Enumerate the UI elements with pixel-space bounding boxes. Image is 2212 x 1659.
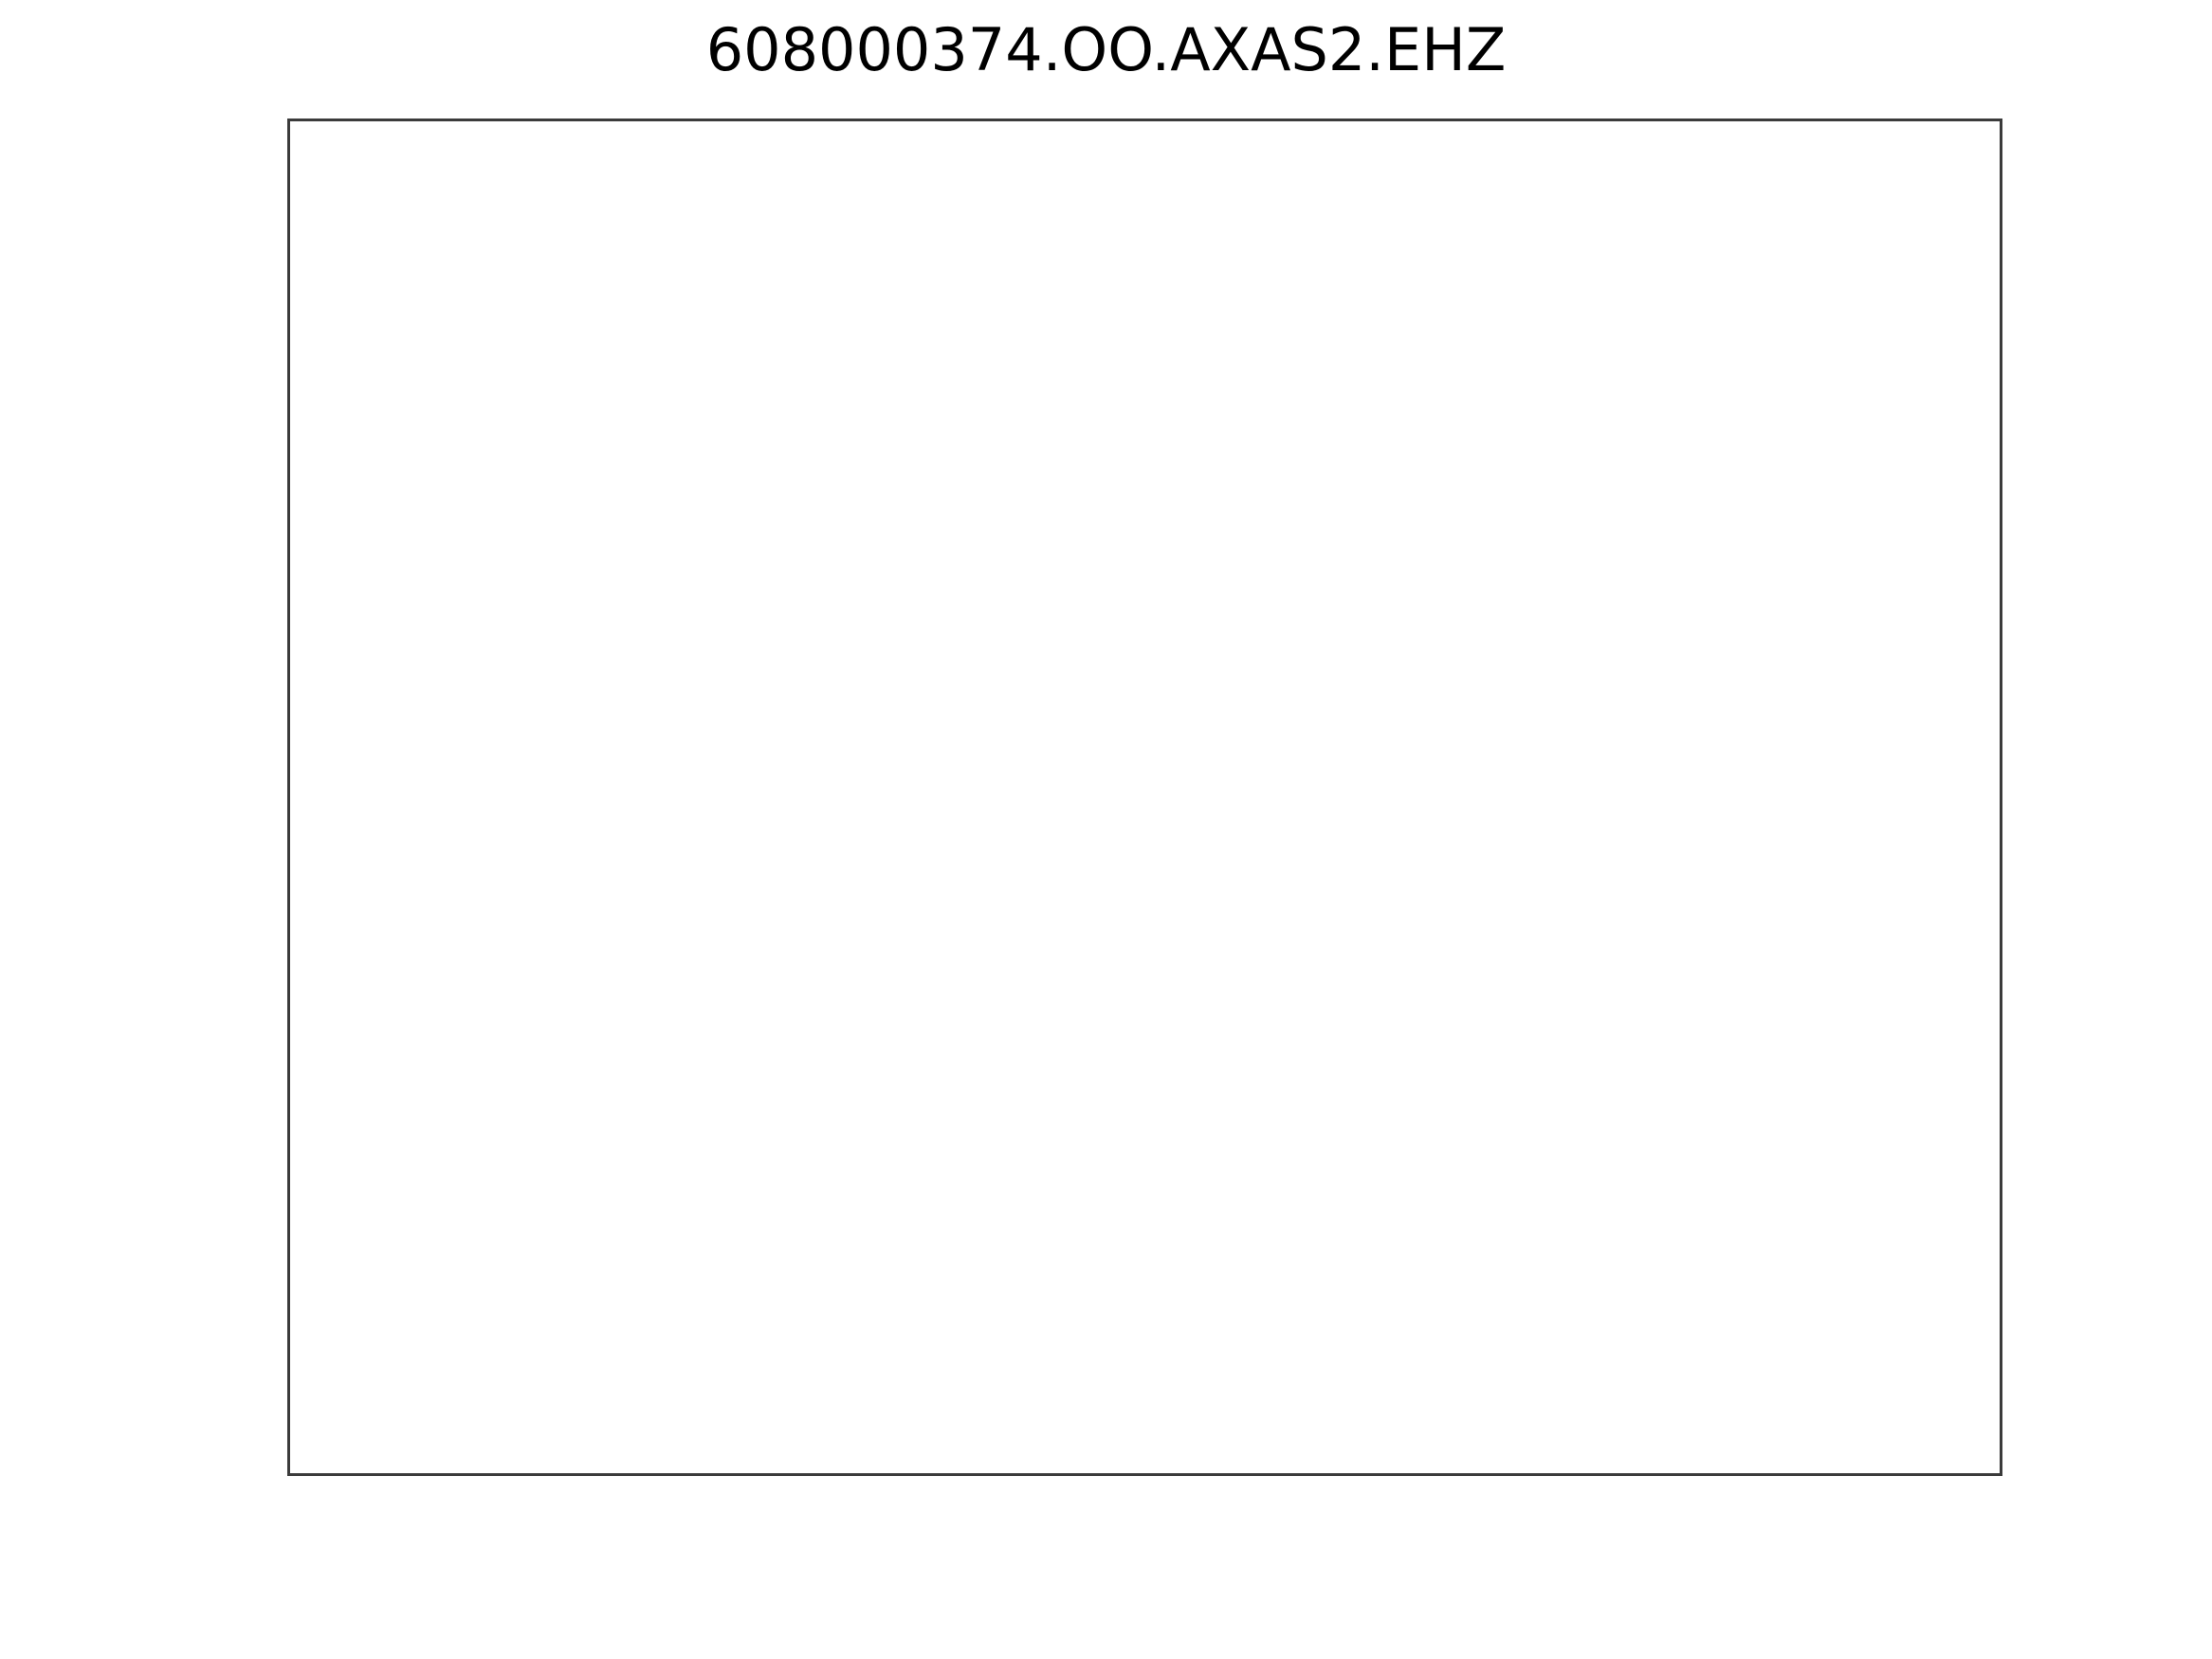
- x-axis-tick-labels: [287, 1493, 2002, 1578]
- page-title: 608000374.OO.AXAS2.EHZ: [705, 15, 1507, 84]
- plot-axes: [287, 118, 2002, 1476]
- waveform-canvas: [290, 121, 2000, 1473]
